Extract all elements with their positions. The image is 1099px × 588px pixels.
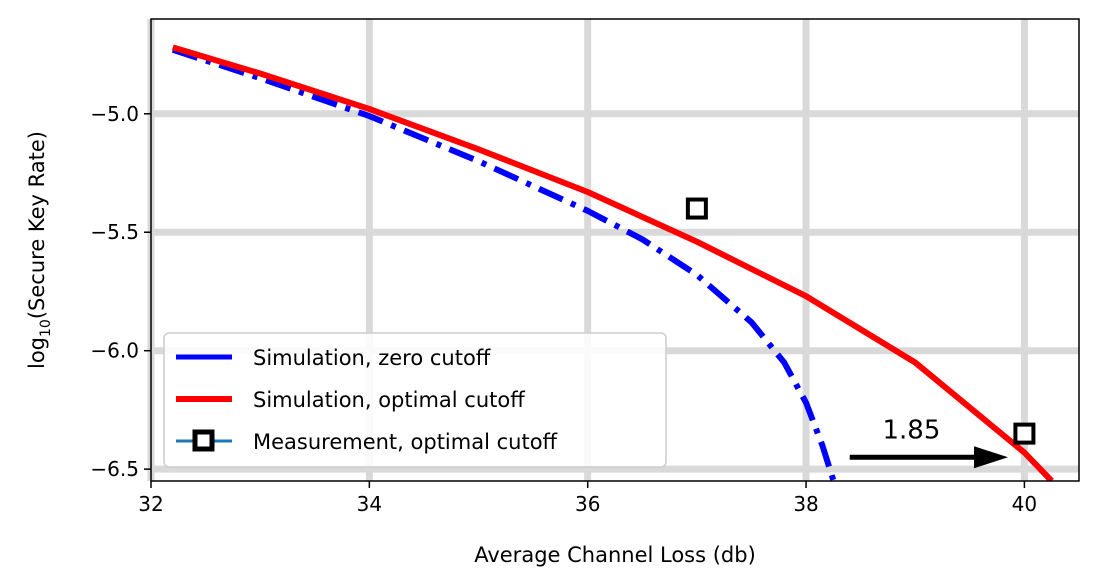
series-optimal-cutoff-line — [171, 44, 1054, 481]
x-tick-label-1: 34 — [357, 492, 382, 516]
y-tick-label-3: −6.5 — [90, 457, 139, 481]
y-tick-label-0: −5.0 — [90, 102, 139, 126]
legend: Simulation, zero cutoff Simulation, opti… — [163, 332, 667, 468]
series-zero-cutoff-line — [171, 46, 837, 481]
annotation-text: 1.85 — [882, 415, 940, 445]
axis-ticks: 32 34 36 38 40 −5.0 −5.5 −6.0 −6.5 — [90, 102, 1037, 516]
plot-frame — [150, 18, 1080, 482]
measurement-point-1 — [1013, 422, 1036, 445]
marker-layer — [685, 197, 1036, 445]
legend-measurement-label: Measurement, optimal cutoff — [253, 430, 558, 454]
annotation-arrow-head — [974, 446, 1009, 469]
series-layer — [171, 44, 1054, 481]
x-tick-label-0: 32 — [138, 492, 163, 516]
legend-optimal-cutoff-label: Simulation, optimal cutoff — [253, 388, 525, 412]
y-label-subscript: 10 — [38, 319, 54, 337]
legend-measurement-swatch-marker — [192, 429, 215, 452]
x-axis-label: Average Channel Loss (db) — [474, 543, 756, 567]
x-tick-label-4: 40 — [1012, 492, 1037, 516]
y-axis-label: log10(Secure Key Rate) — [25, 131, 54, 369]
legend-box — [163, 332, 667, 468]
grid — [147, 19, 1079, 481]
y-label-log: log — [25, 337, 49, 369]
y-tick-label-1: −5.5 — [90, 220, 139, 244]
annotation: 1.85 — [849, 415, 1009, 469]
y-label-rest: (Secure Key Rate) — [25, 131, 49, 319]
x-tick-label-3: 38 — [793, 492, 818, 516]
x-tick-label-2: 36 — [575, 492, 600, 516]
legend-zero-cutoff-label: Simulation, zero cutoff — [253, 346, 491, 370]
y-tick-label-2: −6.0 — [90, 339, 139, 363]
measurement-point-0 — [685, 197, 708, 220]
